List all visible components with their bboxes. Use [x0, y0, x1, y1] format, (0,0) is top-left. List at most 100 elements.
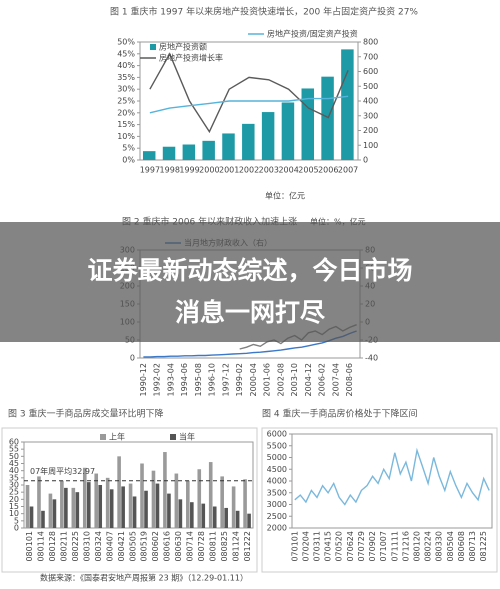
x-tick-label: 2004-12 — [304, 363, 313, 396]
bar — [341, 49, 354, 160]
x-tick-label: 080602 — [151, 531, 160, 562]
x-tick-label: 070311 — [313, 531, 322, 562]
x-tick-label: 080330 — [435, 531, 444, 562]
x-tick-label: 071111 — [390, 531, 399, 562]
x-tick-label: 080504 — [446, 531, 455, 562]
x-tick-label: 080101 — [25, 531, 34, 562]
legend-label: 房地产投资/固定资产投资 — [267, 29, 358, 39]
bar — [190, 502, 194, 528]
plot-frame — [291, 433, 493, 529]
x-tick-label: 070624 — [346, 531, 355, 562]
bar — [208, 462, 213, 528]
bar — [64, 487, 68, 528]
y-tick-label: 200 — [363, 126, 378, 135]
bar — [128, 483, 133, 528]
bar — [321, 76, 334, 160]
y-tick-label: 55 — [9, 445, 19, 454]
y-tick-label: 5% — [122, 144, 135, 153]
y-tick-label: 35 — [9, 473, 19, 482]
chart-title: 图 4 重庆一手商品房价格处于下降区间 — [262, 408, 417, 420]
y-tick-label: 6000 — [267, 430, 287, 439]
bar — [220, 476, 224, 528]
x-tick-label: 1993-04 — [166, 363, 175, 396]
bar — [117, 456, 121, 528]
unit-label: 单位：%，亿元 — [310, 217, 366, 227]
bar — [105, 477, 110, 528]
x-tick-label: 1990-12 — [139, 363, 148, 396]
x-tick-label: 1994-06 — [180, 363, 189, 396]
bar — [75, 492, 80, 528]
bar — [140, 463, 144, 528]
y-tick-label: 50% — [117, 38, 135, 47]
y-tick-label: 400 — [363, 97, 378, 106]
bar — [201, 503, 206, 528]
bar — [94, 473, 99, 528]
y-tick-label: 0 — [14, 524, 19, 533]
y-tick-label: 30 — [9, 481, 19, 490]
y-tick-label: 25% — [117, 97, 135, 106]
bar — [202, 140, 215, 160]
x-tick-label: 2001-06 — [263, 363, 272, 396]
y-tick-label: 5000 — [267, 453, 287, 462]
x-tick-label: 080224 — [424, 531, 433, 562]
bar — [86, 482, 91, 528]
banner-band — [0, 222, 500, 342]
x-tick-label: 1997-12 — [221, 363, 230, 396]
bar — [25, 485, 30, 528]
x-tick-label: 080630 — [174, 531, 183, 562]
y-tick-label: 5500 — [267, 441, 287, 450]
source-note: 数据来源：《国泰君安地产周报第 23 期》（12.29-01.11） — [40, 573, 248, 583]
x-tick-label: 071007 — [379, 531, 388, 562]
x-tick-label: 080324 — [94, 531, 103, 562]
x-tick-label: 070902 — [368, 531, 377, 562]
y-tick-label: 15% — [117, 120, 135, 129]
y-tick-label: 3500 — [267, 488, 287, 497]
y-tick-label: 45 — [9, 459, 19, 468]
x-tick-label: 080120 — [413, 531, 422, 562]
bar — [98, 485, 103, 528]
x-tick-label: 080505 — [128, 531, 137, 562]
banner-line: 消息一网打尽 — [175, 298, 326, 327]
bar — [132, 496, 137, 528]
x-tick-label: 2001 — [219, 166, 239, 175]
bar — [142, 151, 156, 160]
bar — [243, 479, 247, 528]
y-tick-label: 0% — [122, 156, 135, 165]
bar — [242, 123, 255, 160]
x-tick-label: 080811 — [208, 531, 217, 562]
x-tick-label: 080310 — [82, 531, 91, 562]
bar — [41, 510, 45, 528]
legend-label: 上年 — [109, 432, 125, 442]
x-tick-label: 2007 — [338, 166, 358, 175]
x-tick-label: 2006-02 — [318, 363, 327, 396]
y-tick-label: 5 — [14, 516, 19, 525]
y-tick-label: 2000 — [267, 524, 287, 533]
x-tick-label: 2007-04 — [331, 363, 340, 396]
y-tick-label: 40% — [117, 61, 135, 70]
x-tick-label: 080407 — [105, 531, 114, 562]
x-tick-label: 080608 — [457, 531, 466, 562]
y-tick-label: -40 — [365, 354, 378, 363]
x-tick-label: 2003-10 — [290, 363, 299, 396]
y-tick-label: 50 — [9, 452, 19, 461]
y-tick-label: 10% — [117, 132, 135, 141]
y-tick-label: 300 — [363, 111, 378, 120]
bar — [48, 493, 53, 528]
y-tick-label: 0 — [130, 354, 135, 363]
x-tick-label: 1992-02 — [153, 363, 162, 396]
legend-label: 房地产投资增长率 — [159, 53, 223, 63]
x-tick-label: 071216 — [401, 531, 410, 562]
x-tick-label: 080616 — [163, 531, 172, 562]
x-tick-label: 080114 — [37, 531, 46, 562]
reference-label: 07年周平均32.97 — [30, 466, 95, 476]
x-tick-label: 1999 — [179, 166, 199, 175]
x-tick-label: 070415 — [324, 531, 333, 562]
x-tick-label: 081222 — [243, 531, 252, 562]
banner-line: 证券最新动态综述，今日市场 — [87, 256, 412, 285]
x-tick-label: 081225 — [479, 531, 488, 562]
line — [149, 95, 349, 114]
bar — [186, 480, 190, 528]
x-tick-label: 2004 — [278, 166, 298, 175]
plot-frame — [23, 441, 254, 529]
x-tick-label: 070204 — [301, 531, 310, 562]
